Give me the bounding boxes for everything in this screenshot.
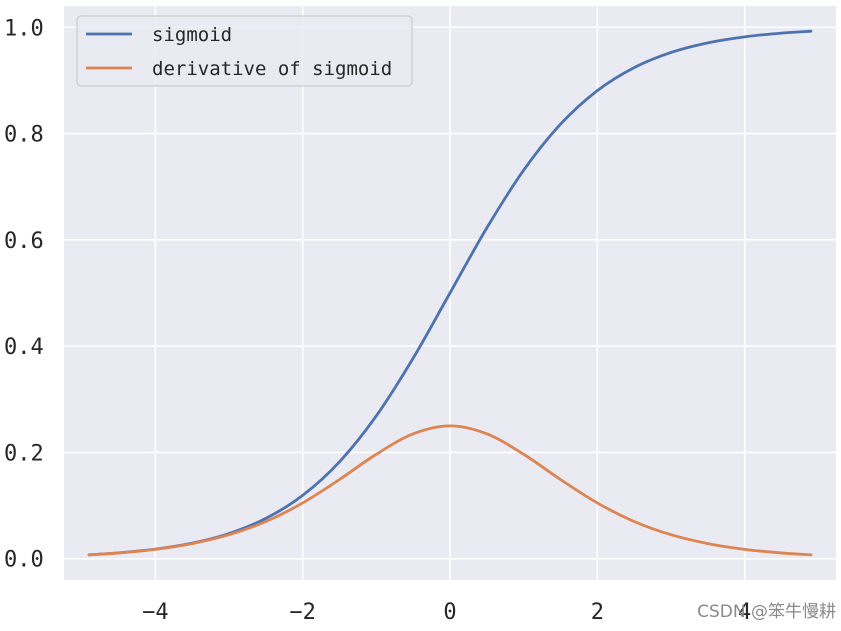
x-tick-label: −2 — [289, 600, 316, 625]
y-tick-label: 0.0 — [4, 548, 44, 573]
tick-labels: −4 −2 0 2 4 0.0 0.2 0.4 0.6 0.8 1.0 — [4, 16, 751, 625]
legend-label-sigmoid: sigmoid — [152, 24, 232, 46]
y-tick-label: 1.0 — [4, 16, 44, 41]
y-tick-label: 0.4 — [4, 335, 44, 360]
x-tick-label: 4 — [738, 600, 751, 625]
legend-label-derivative: derivative of sigmoid — [152, 58, 392, 80]
series-line-derivative — [87, 424, 813, 557]
series-lines — [87, 29, 813, 557]
legend-box — [76, 15, 413, 87]
y-tick-label: 0.2 — [4, 441, 44, 466]
y-tick-label: 0.6 — [4, 229, 44, 254]
x-tick-label: 2 — [591, 600, 604, 625]
legend: sigmoid derivative of sigmoid — [76, 15, 413, 87]
x-tick-label: 0 — [443, 600, 456, 625]
x-tick-label: −4 — [142, 600, 169, 625]
y-tick-label: 0.8 — [4, 123, 44, 148]
watermark: CSDN @笨牛慢耕 — [697, 601, 836, 622]
